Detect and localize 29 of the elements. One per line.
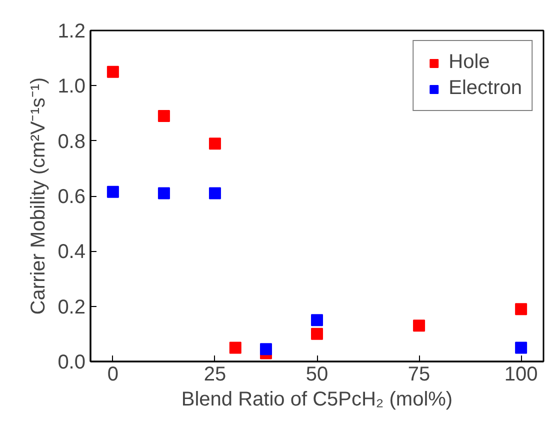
legend-label: Electron <box>448 77 522 100</box>
y-tick-label: 0.4 <box>58 241 86 264</box>
y-tick-label: 0.0 <box>58 352 86 374</box>
point <box>311 314 323 326</box>
x-axis-title: Blend Ratio of C5PcH₂ (mol%) <box>181 388 453 410</box>
point <box>106 66 119 78</box>
x-tick-label: 0 <box>107 364 119 386</box>
point <box>311 328 323 340</box>
y-tick-label: 1.2 <box>58 20 86 42</box>
y-tick-label: 1.0 <box>58 76 86 98</box>
x-tick-label: 25 <box>204 364 226 386</box>
point <box>106 186 119 198</box>
y-tick-label: 0.2 <box>58 296 86 318</box>
point <box>229 342 242 354</box>
point <box>260 343 272 356</box>
point <box>158 187 170 200</box>
point <box>515 303 528 316</box>
x-tick-label: 75 <box>408 364 430 386</box>
point <box>208 187 221 200</box>
y-tick-label: 0.6 <box>58 186 86 208</box>
point <box>413 320 426 332</box>
point <box>208 138 221 150</box>
point <box>158 110 170 122</box>
point <box>515 342 528 354</box>
x-tick-label: 100 <box>504 364 538 386</box>
y-tick-label: 0.8 <box>58 130 86 153</box>
legend-label: Hole <box>448 51 490 74</box>
y-axis-title: Carrier Mobility (cm²V⁻¹s⁻¹) <box>28 77 50 315</box>
x-tick-label: 50 <box>306 364 328 386</box>
